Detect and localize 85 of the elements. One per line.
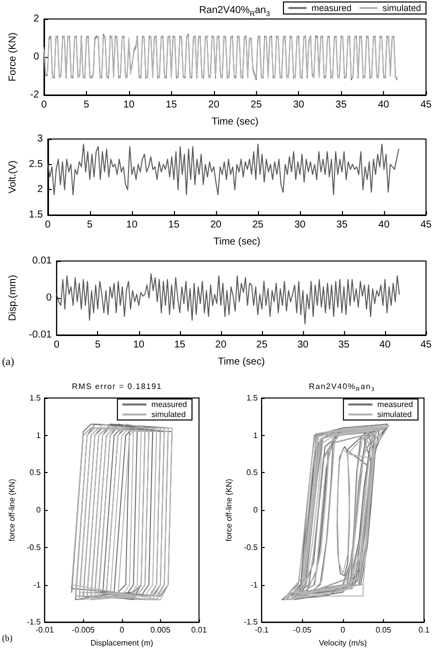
x-tick-label: 5 [87, 220, 94, 230]
y-tick-label: 0 [46, 292, 52, 304]
y-tick-label: -1.5 [244, 618, 258, 627]
x-tick-label: 45 [420, 340, 432, 350]
x-axis-title: Time (sec) [212, 116, 258, 128]
x-axis-title: Velocity (m/s) [318, 638, 368, 648]
y-tick-label: -0.5 [244, 542, 258, 552]
x-tick-label: 25 [252, 220, 264, 230]
y-tick-label: 1.5 [28, 210, 44, 220]
x-axis-title: Time (sec) [213, 236, 260, 248]
x-tick-label: 30 [293, 100, 305, 110]
y-tick-label: 3 [37, 134, 44, 144]
x-tick-label: 15 [168, 220, 180, 230]
y-tick-label: -0.01 [28, 330, 52, 340]
legend-label: measured [377, 400, 414, 409]
x-tick-label: -0.1 [254, 626, 270, 635]
x-tick-label: 15 [174, 340, 186, 350]
x-axis-title: Time (sec) [218, 356, 265, 368]
x-tick-label: 20 [208, 100, 220, 110]
x-tick-label: 0.005 [150, 626, 171, 635]
x-tick-label: 35 [336, 220, 348, 230]
x-tick-label: 25 [256, 340, 268, 350]
x-tick-label: 35 [338, 340, 350, 350]
x-tick-label: 10 [133, 340, 145, 350]
x-tick-label: 0.01 [191, 626, 208, 635]
y-tick-label: 0.01 [32, 256, 52, 266]
y-axis-title: Disp.(mm) [8, 274, 18, 322]
chart-title: Ran2V40%$_{R}$an$_{3}$ [199, 5, 270, 18]
x-tick-label: 45 [420, 220, 432, 230]
x-tick-label: 5 [84, 100, 90, 110]
x-tick-label: 0 [340, 626, 346, 635]
x-tick-label: 5 [94, 340, 101, 350]
y-tick-label: 0 [33, 52, 40, 62]
x-tick-label: 35 [336, 100, 348, 110]
x-tick-label: 45 [420, 100, 432, 110]
line-series [47, 144, 400, 196]
text: (a) [2, 356, 14, 368]
y-tick-label: -2 [30, 90, 40, 100]
y-axis-title: force off-line (KN) [224, 478, 234, 542]
line-series [56, 273, 400, 324]
y-tick-label: 1 [253, 430, 258, 440]
y-tick-label: 2.5 [28, 158, 44, 170]
x-tick-label: 0 [120, 626, 125, 635]
y-tick-label: -1 [250, 580, 258, 590]
y-axis-title: Force (KN) [8, 32, 18, 82]
x-tick-label: 30 [297, 340, 309, 350]
y-tick-label: -1.5 [26, 618, 42, 627]
y-tick-label: -0.5 [26, 542, 42, 552]
y-tick-label: -1 [34, 580, 42, 590]
y-axis-title: force off-line (KN) [8, 478, 16, 542]
x-tick-label: 25 [250, 100, 262, 110]
y-axis-title: Volt.(V) [8, 160, 18, 194]
y-tick-label: 2 [37, 184, 44, 196]
x-tick-label: 0.1 [418, 626, 430, 635]
chart-title: Ran2V40%$_{R}$an$_{3}$ [308, 382, 376, 394]
legend-label: measured [311, 3, 352, 13]
chart-title: RMS error = 0.18191 [70, 382, 164, 392]
x-tick-label: 40 [379, 340, 391, 350]
y-tick-label: 0 [253, 506, 258, 515]
x-tick-label: -0.05 [293, 626, 312, 635]
legend-label: simulated [377, 410, 412, 419]
x-tick-label: 15 [166, 100, 178, 110]
x-tick-label: 10 [123, 100, 135, 110]
x-axis-title: Displacement (m) [90, 638, 154, 648]
x-tick-label: -0.005 [72, 626, 96, 635]
x-tick-label: 20 [215, 340, 227, 350]
y-tick-label: 2 [33, 14, 40, 24]
text: (b) [2, 633, 12, 643]
line-series [71, 424, 172, 600]
legend-label: simulated [382, 3, 422, 13]
legend-label: simulated [151, 410, 186, 419]
y-tick-label: 1.5 [30, 394, 42, 402]
y-tick-label: 1 [36, 430, 42, 440]
x-tick-label: 20 [210, 220, 222, 230]
y-tick-label: 0.5 [246, 468, 258, 478]
x-tick-label: 40 [378, 220, 390, 230]
y-tick-label: 0 [36, 506, 42, 515]
y-tick-label: 1.5 [246, 394, 258, 402]
legend-label: measured [151, 400, 188, 409]
y-tick-label: 0.5 [30, 468, 42, 478]
x-tick-label: 0.05 [376, 626, 392, 635]
x-tick-label: 30 [294, 220, 306, 230]
x-tick-label: 0 [54, 340, 60, 350]
x-tick-label: 40 [378, 100, 390, 110]
x-tick-label: 10 [126, 220, 138, 230]
